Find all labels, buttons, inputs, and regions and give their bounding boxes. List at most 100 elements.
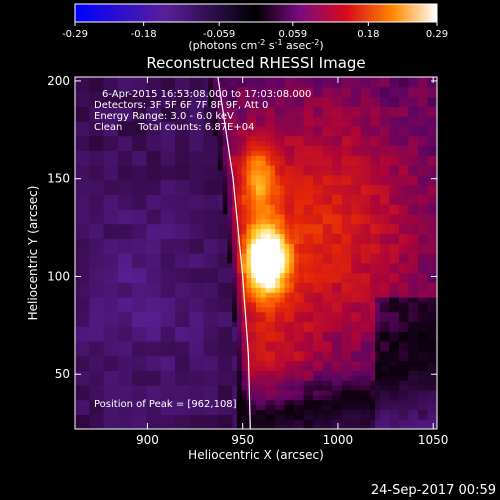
heatmap-cell: [275, 160, 281, 166]
heatmap-cell: [265, 380, 271, 386]
heatmap-cell: [122, 257, 128, 264]
heatmap-cell: [294, 345, 300, 352]
heatmap-cell: [260, 326, 267, 332]
heatmap-cell: [379, 253, 386, 259]
heatmap-cell: [256, 287, 262, 293]
heatmap-cell: [403, 350, 410, 357]
heatmap-cell: [408, 111, 414, 117]
heatmap-cell: [303, 389, 309, 396]
heatmap-cell: [98, 301, 105, 308]
heatmap-cell: [294, 150, 300, 156]
heatmap-cell: [108, 306, 114, 313]
heatmap-cell: [122, 355, 128, 362]
heatmap-cell: [198, 316, 205, 323]
heatmap-cell: [79, 243, 86, 249]
heatmap-cell: [198, 150, 205, 156]
heatmap-cell: [184, 130, 190, 137]
heatmap-cell: [232, 424, 238, 429]
heatmap-cell: [146, 111, 152, 117]
heatmap-cell: [113, 130, 119, 137]
heatmap-cell: [236, 316, 243, 323]
heatmap-cell: [327, 174, 333, 181]
heatmap-cell: [136, 257, 143, 264]
heatmap-cell: [403, 111, 410, 117]
heatmap-cell: [127, 248, 133, 254]
heatmap-cell: [160, 350, 167, 357]
heatmap-cell: [279, 380, 286, 386]
heatmap-cell: [179, 316, 186, 323]
heatmap-cell: [284, 121, 290, 127]
heatmap-cell: [256, 419, 262, 425]
heatmap-cell: [294, 331, 300, 337]
heatmap-cell: [165, 311, 171, 318]
heatmap-cell: [213, 404, 219, 411]
heatmap-cell: [351, 341, 357, 347]
heatmap-cell: [222, 145, 229, 151]
heatmap-cell: [84, 424, 90, 429]
heatmap-cell: [422, 267, 429, 274]
heatmap-cell: [94, 292, 100, 298]
heatmap-cell: [155, 267, 162, 274]
heatmap-cell: [141, 331, 148, 337]
heatmap-cell: [332, 394, 338, 401]
heatmap-cell: [408, 209, 414, 215]
heatmap-cell: [194, 121, 200, 127]
heatmap-cell: [341, 145, 348, 151]
heatmap-cell: [351, 111, 357, 117]
heatmap-cell: [236, 233, 243, 239]
heatmap-cell: [98, 116, 105, 122]
heatmap-cell: [370, 326, 376, 332]
heatmap-cell: [103, 419, 109, 425]
heatmap-cell: [256, 135, 262, 142]
heatmap-cell: [108, 184, 114, 191]
heatmap-cell: [289, 409, 295, 415]
heatmap-cell: [341, 419, 348, 425]
heatmap-cell: [375, 389, 381, 396]
heatmap-cell: [351, 419, 357, 425]
heatmap-cell: [403, 424, 410, 429]
heatmap-cell: [298, 336, 305, 342]
heatmap-cell: [413, 316, 419, 323]
heatmap-cell: [265, 267, 271, 274]
heatmap-cell: [136, 336, 143, 342]
heatmap-cell: [284, 350, 290, 357]
heatmap-cell: [189, 218, 195, 225]
heatmap-cell: [398, 277, 405, 283]
heatmap-cell: [84, 336, 90, 342]
heatmap-cell: [113, 345, 119, 352]
heatmap-cell: [108, 130, 114, 137]
heatmap-cell: [155, 257, 162, 264]
heatmap-cell: [265, 257, 271, 264]
heatmap-cell: [136, 399, 143, 406]
heatmap-cell: [217, 277, 224, 283]
heatmap-cell: [260, 419, 267, 425]
heatmap-cell: [165, 223, 171, 230]
heatmap-cell: [89, 165, 95, 171]
heatmap-cell: [155, 194, 162, 200]
heatmap-cell: [113, 169, 119, 176]
heatmap-cell: [398, 375, 405, 381]
heatmap-cell: [94, 399, 100, 406]
heatmap-cell: [270, 394, 276, 401]
heatmap-cell: [356, 306, 362, 313]
heatmap-cell: [260, 262, 267, 269]
heatmap-cell: [146, 169, 152, 176]
heatmap-cell: [270, 370, 276, 376]
heatmap-cell: [151, 370, 157, 376]
heatmap-cell: [198, 106, 205, 112]
heatmap-cell: [89, 385, 95, 391]
heatmap-cell: [203, 350, 209, 357]
heatmap-cell: [389, 267, 395, 274]
heatmap-cell: [141, 287, 148, 293]
heatmap-cell: [127, 272, 133, 279]
heatmap-cell: [251, 199, 257, 205]
heatmap-cell: [165, 121, 171, 127]
heatmap-cell: [360, 380, 367, 386]
heatmap-cell: [360, 287, 367, 293]
heatmap-cell: [327, 179, 333, 186]
heatmap-cell: [427, 213, 433, 220]
heatmap-cell: [75, 385, 81, 391]
heatmap-cell: [141, 213, 148, 220]
heatmap-cell: [356, 223, 362, 230]
heatmap-cell: [289, 301, 295, 308]
